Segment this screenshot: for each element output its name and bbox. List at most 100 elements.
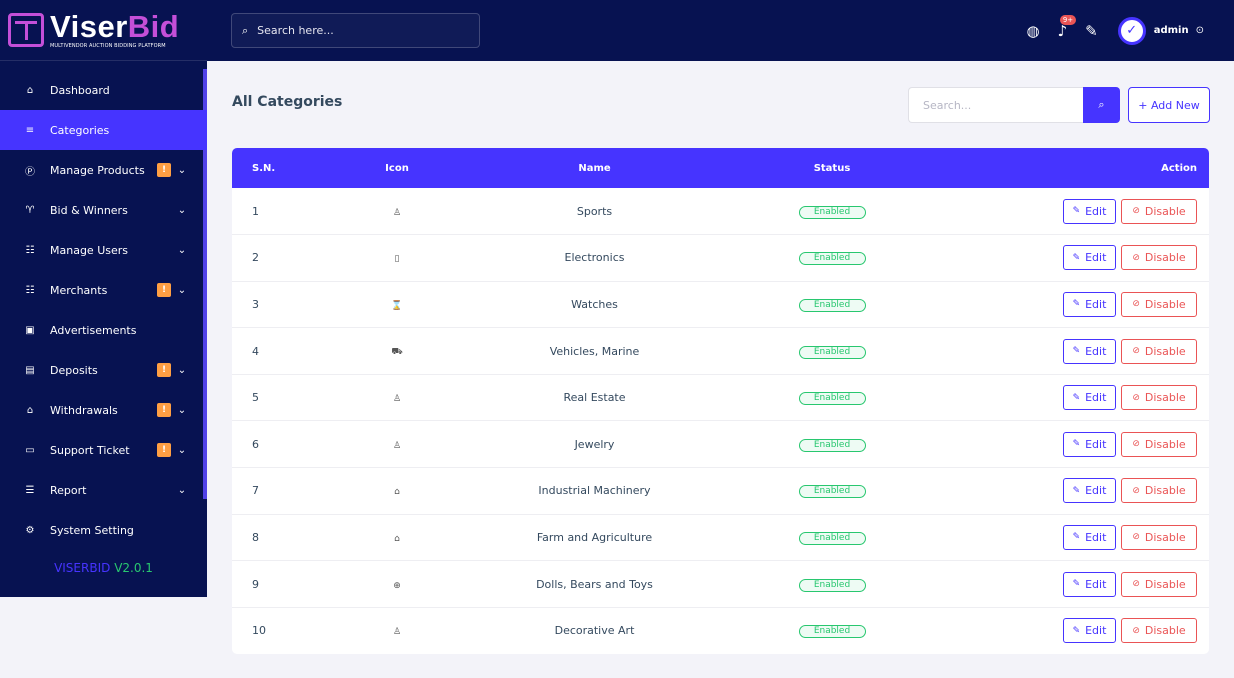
table-row: 6 ♙ Jewelry Enabled ✎ Edit ⊘ Disable — [232, 421, 1209, 468]
menu-icon: ▣ — [25, 324, 35, 336]
wrench-icon[interactable]: ✎ — [1085, 21, 1098, 40]
status-badge: Enabled — [798, 298, 866, 312]
add-new-button[interactable]: + Add New — [1128, 87, 1210, 123]
category-icon: ♙ — [392, 627, 402, 638]
edit-label: Edit — [1085, 624, 1107, 638]
category-search: ⌕ — [908, 87, 1120, 123]
warning-badge: ! — [157, 403, 171, 417]
sidebar-menu: ⌂ Dashboard ≡ Categories Ⓟ Manage Products! ⌄ ♈… — [0, 61, 207, 550]
topbar: ⌕ ◍ ♪9+ ✎ ✓ admin ⊙ — [207, 0, 1234, 61]
cell-name: Farm and Agriculture — [536, 530, 653, 544]
menu-icon: ≡ — [25, 124, 35, 136]
global-search-input[interactable] — [257, 24, 448, 37]
edit-button[interactable]: ✎ Edit — [1063, 291, 1116, 317]
header-sn: S.N. — [252, 162, 276, 174]
disable-button[interactable]: ⊘ Disable — [1121, 245, 1197, 271]
search-icon: ⌕ — [1098, 98, 1105, 111]
cell-sn: 1 — [252, 204, 259, 218]
admin-name[interactable]: admin — [1153, 25, 1189, 36]
cell-name: Jewelry — [574, 437, 615, 451]
logo-icon — [8, 13, 44, 47]
disable-button[interactable]: ⊘ Disable — [1121, 571, 1197, 597]
table-row: 3 ⌛ Watches Enabled ✎ Edit ⊘ Disable — [232, 281, 1209, 328]
menu-icon: ☷ — [25, 284, 35, 296]
category-icon: ▯ — [394, 254, 400, 265]
sidebar-scrollbar[interactable] — [203, 69, 207, 499]
disable-label: Disable — [1144, 391, 1186, 405]
sidebar-item-deposits[interactable]: ▤ Deposits! ⌄ — [0, 350, 207, 390]
avatar[interactable]: ✓ — [1117, 16, 1146, 45]
sidebar-item-system-setting[interactable]: ⚙ System Setting — [0, 510, 207, 550]
chevron-down-icon: ⌄ — [177, 204, 187, 216]
page-title: All Categories — [232, 94, 343, 110]
cell-sn: 5 — [252, 391, 259, 405]
disable-label: Disable — [1144, 251, 1186, 265]
sidebar-item-bid-winners[interactable]: ♈ Bid & Winners ⌄ — [0, 190, 207, 230]
disable-button[interactable]: ⊘ Disable — [1121, 385, 1197, 411]
sidebar-item-withdrawals[interactable]: ⌂ Withdrawals! ⌄ — [0, 390, 207, 430]
disable-button[interactable]: ⊘ Disable — [1121, 338, 1197, 364]
table-row: 5 ♙ Real Estate Enabled ✎ Edit ⊘ Disable — [232, 374, 1209, 421]
menu-icon: ⚙ — [25, 524, 35, 536]
table-row: 1 ♙ Sports Enabled ✎ Edit ⊘ Disable — [232, 188, 1209, 235]
disable-button[interactable]: ⊘ Disable — [1121, 524, 1197, 550]
category-search-input[interactable] — [908, 87, 1083, 123]
sidebar-item-dashboard[interactable]: ⌂ Dashboard — [0, 70, 207, 110]
edit-label: Edit — [1085, 344, 1107, 358]
sidebar-item-merchants[interactable]: ☷ Merchants! ⌄ — [0, 270, 207, 310]
sidebar-item-support-ticket[interactable]: ▭ Support Ticket! ⌄ — [0, 430, 207, 470]
category-icon: ♙ — [392, 440, 402, 451]
sidebar-item-report[interactable]: ☰ Report ⌄ — [0, 470, 207, 510]
search-button[interactable]: ⌕ — [1083, 87, 1120, 123]
edit-button[interactable]: ✎ Edit — [1063, 478, 1116, 504]
disable-button[interactable]: ⊘ Disable — [1121, 291, 1197, 317]
brand-logo[interactable]: ViserBid MULTIVENDOR AUCTION BIDDING PLA… — [0, 0, 207, 61]
pencil-icon: ✎ — [1072, 299, 1081, 310]
edit-label: Edit — [1085, 391, 1107, 405]
pencil-icon: ✎ — [1072, 206, 1081, 217]
sidebar-item-manage-products[interactable]: Ⓟ Manage Products! ⌄ — [0, 150, 207, 190]
sidebar-item-categories[interactable]: ≡ Categories — [0, 110, 207, 150]
global-search[interactable]: ⌕ — [231, 13, 480, 48]
pencil-icon: ✎ — [1072, 625, 1081, 636]
globe-icon[interactable]: ◍ — [1026, 21, 1040, 40]
table-row: 7 ⌂ Industrial Machinery Enabled ✎ Edit ⊘ Disab… — [232, 468, 1209, 515]
edit-button[interactable]: ✎ Edit — [1063, 571, 1116, 597]
edit-button[interactable]: ✎ Edit — [1063, 338, 1116, 364]
disable-label: Disable — [1144, 530, 1186, 544]
chevron-down-icon: ⌄ — [177, 364, 187, 376]
disable-button[interactable]: ⊘ Disable — [1121, 478, 1197, 504]
edit-button[interactable]: ✎ Edit — [1063, 431, 1116, 457]
edit-label: Edit — [1085, 437, 1107, 451]
disable-label: Disable — [1144, 484, 1186, 498]
disable-button[interactable]: ⊘ Disable — [1121, 618, 1197, 644]
sidebar-item-label: Report — [50, 483, 87, 497]
sidebar-item-advertisements[interactable]: ▣ Advertisements — [0, 310, 207, 350]
edit-label: Edit — [1085, 484, 1107, 498]
chevron-down-icon: ⌄ — [177, 284, 187, 296]
edit-button[interactable]: ✎ Edit — [1063, 385, 1116, 411]
brand-tagline: MULTIVENDOR AUCTION BIDDING PLATFORM — [50, 42, 166, 49]
menu-icon: Ⓟ — [25, 166, 35, 178]
disable-button[interactable]: ⊘ Disable — [1121, 198, 1197, 224]
status-badge: Enabled — [798, 205, 866, 219]
brand-name-part2: Bid — [127, 8, 180, 44]
disable-button[interactable]: ⊘ Disable — [1121, 431, 1197, 457]
warning-badge: ! — [157, 363, 171, 377]
sidebar-item-label: Deposits — [50, 363, 98, 377]
edit-button[interactable]: ✎ Edit — [1063, 245, 1116, 271]
disable-label: Disable — [1144, 297, 1186, 311]
chevron-down-icon: ⌄ — [177, 164, 187, 176]
eye-slash-icon: ⊘ — [1132, 252, 1140, 263]
cell-sn: 8 — [252, 530, 259, 544]
notification-bell-icon[interactable]: ♪ 9+ — [1058, 14, 1077, 40]
eye-slash-icon: ⊘ — [1132, 579, 1140, 590]
chevron-down-icon[interactable]: ⊙ — [1195, 25, 1204, 36]
edit-button[interactable]: ✎ Edit — [1063, 198, 1116, 224]
disable-label: Disable — [1144, 577, 1186, 591]
edit-button[interactable]: ✎ Edit — [1063, 524, 1116, 550]
edit-button[interactable]: ✎ Edit — [1063, 618, 1116, 644]
header-name: Name — [578, 162, 611, 174]
sidebar-item-manage-users[interactable]: ☷ Manage Users ⌄ — [0, 230, 207, 270]
warning-badge: ! — [157, 443, 171, 457]
